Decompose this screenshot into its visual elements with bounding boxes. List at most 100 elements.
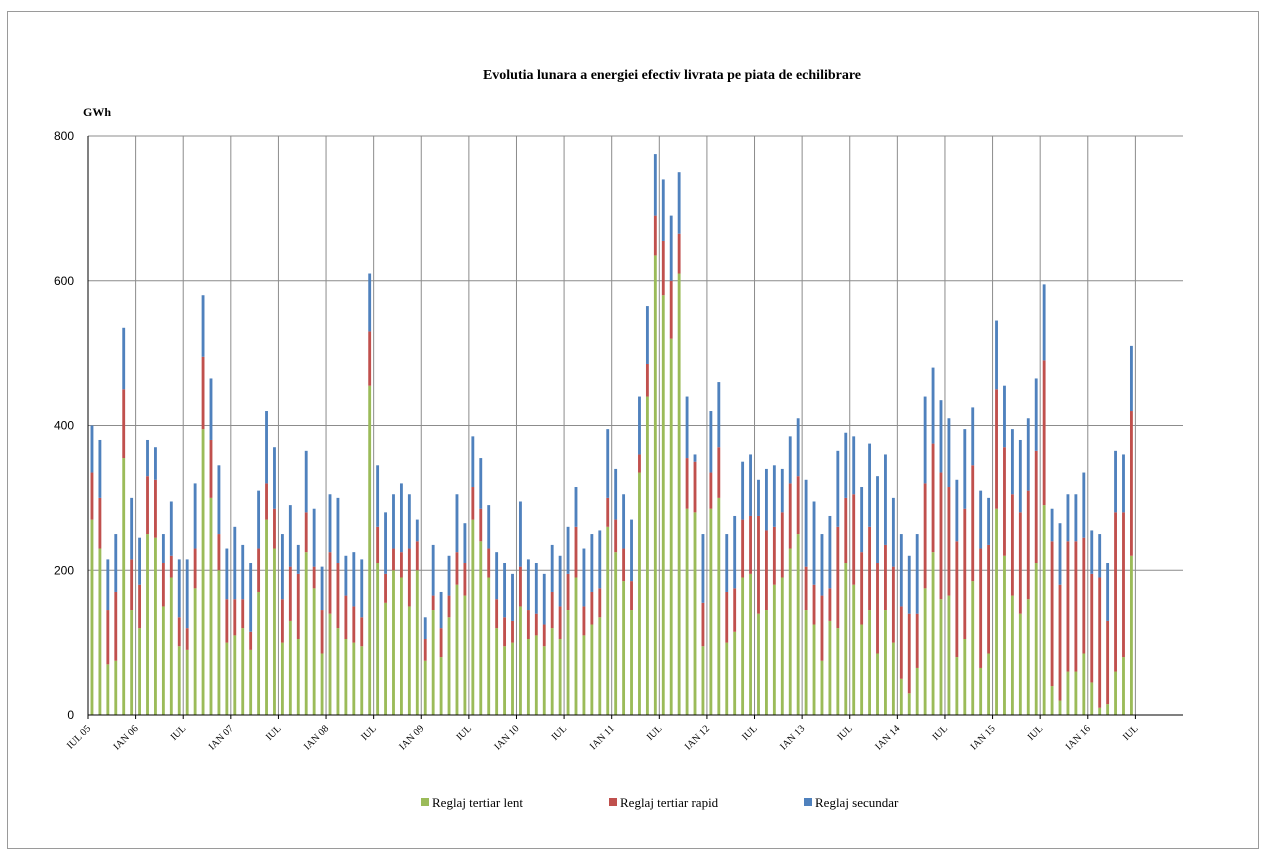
bar-segment-tertiar-rapid bbox=[526, 610, 530, 640]
bar-segment-tertiar-rapid bbox=[995, 389, 998, 509]
bar-segment-tertiar-lent bbox=[630, 610, 633, 715]
bar-segment-secundar bbox=[146, 439, 149, 477]
bar-segment-tertiar-lent bbox=[487, 577, 491, 715]
bar-segment-tertiar-rapid bbox=[360, 617, 364, 647]
bar-segment-secundar bbox=[1082, 472, 1086, 538]
x-tick-label: IAN 10 bbox=[492, 723, 521, 752]
bar-segment-tertiar-rapid bbox=[328, 552, 332, 614]
bar-segment-secundar bbox=[796, 418, 800, 477]
bar-segment-secundar bbox=[455, 494, 459, 553]
bar-segment-tertiar-rapid bbox=[431, 595, 435, 611]
bar-segment-tertiar-rapid bbox=[503, 617, 507, 647]
bar-segment-tertiar-lent bbox=[273, 548, 276, 715]
bar-segment-tertiar-rapid bbox=[598, 588, 602, 618]
bar-segment-tertiar-lent bbox=[431, 610, 435, 715]
bar-segment-tertiar-rapid bbox=[860, 552, 864, 625]
bar-segment-secundar bbox=[606, 429, 610, 498]
x-tick-label: IAN 06 bbox=[112, 723, 141, 752]
bar-segment-tertiar-rapid bbox=[876, 563, 879, 654]
x-tick-label: IAN 07 bbox=[207, 723, 236, 752]
bar-segment-tertiar-rapid bbox=[209, 439, 213, 498]
chart-frame bbox=[7, 11, 1259, 849]
bar-segment-secundar bbox=[169, 501, 173, 556]
x-tick-label: IAN 09 bbox=[397, 723, 426, 752]
x-tick-label: IAN 16 bbox=[1064, 723, 1093, 752]
bar-segment-tertiar-lent bbox=[891, 642, 895, 715]
bar-segment-tertiar-lent bbox=[788, 548, 792, 715]
bar-segment-tertiar-rapid bbox=[622, 548, 626, 582]
bar-segment-secundar bbox=[154, 447, 157, 480]
x-tick-label: IUL bbox=[454, 723, 474, 743]
bar-segment-tertiar-lent bbox=[185, 649, 189, 715]
y-tick-label: 800 bbox=[54, 129, 74, 143]
bar-segment-tertiar-lent bbox=[1042, 505, 1046, 715]
legend-swatch-tertiar-lent bbox=[421, 798, 429, 806]
bar-segment-secundar bbox=[407, 494, 411, 549]
bar-segment-tertiar-lent bbox=[122, 458, 126, 715]
x-tick-label: IUL bbox=[1121, 723, 1141, 743]
bar-segment-tertiar-lent bbox=[899, 678, 903, 715]
bar-segment-secundar bbox=[931, 367, 935, 444]
bar-segment-tertiar-rapid bbox=[804, 566, 808, 611]
bar-segment-tertiar-rapid bbox=[701, 602, 705, 647]
bar-segment-tertiar-lent bbox=[479, 541, 483, 715]
bar-segment-tertiar-rapid bbox=[423, 639, 427, 661]
bar-segment-secundar bbox=[1026, 418, 1030, 491]
bar-segment-tertiar-rapid bbox=[447, 595, 451, 618]
bar-segment-tertiar-lent bbox=[399, 577, 403, 715]
bar-segment-tertiar-rapid bbox=[1122, 512, 1125, 658]
bar-segment-secundar bbox=[209, 378, 213, 440]
bar-segment-tertiar-lent bbox=[590, 624, 594, 715]
bar-segment-tertiar-rapid bbox=[923, 483, 927, 589]
bar-segment-secundar bbox=[296, 544, 300, 574]
bar-segment-secundar bbox=[185, 559, 189, 629]
bar-segment-tertiar-lent bbox=[344, 639, 348, 715]
bar-segment-secundar bbox=[709, 411, 713, 473]
bar-segment-tertiar-lent bbox=[1058, 700, 1062, 715]
bar-segment-tertiar-lent bbox=[1034, 563, 1038, 715]
bar-segment-secundar bbox=[487, 505, 491, 549]
bar-segment-tertiar-rapid bbox=[542, 624, 546, 647]
bar-segment-tertiar-rapid bbox=[495, 599, 499, 629]
x-tick-label: IAN 11 bbox=[588, 723, 617, 752]
bar-segment-tertiar-lent bbox=[653, 255, 657, 715]
bar-segment-tertiar-rapid bbox=[487, 548, 491, 578]
bar-segment-tertiar-rapid bbox=[368, 331, 372, 386]
bar-segment-secundar bbox=[384, 512, 387, 574]
bar-segment-tertiar-rapid bbox=[987, 544, 991, 654]
bar-segment-tertiar-rapid bbox=[1026, 490, 1030, 600]
bar-segment-tertiar-lent bbox=[447, 617, 451, 715]
bar-segment-tertiar-rapid bbox=[907, 613, 911, 694]
bar-segment-tertiar-lent bbox=[757, 613, 760, 715]
bar-segment-tertiar-rapid bbox=[1034, 450, 1038, 564]
bar-segment-tertiar-lent bbox=[685, 508, 689, 715]
bar-segment-tertiar-lent bbox=[987, 653, 991, 715]
bar-segment-tertiar-rapid bbox=[169, 555, 173, 578]
bar-segment-tertiar-lent bbox=[884, 610, 887, 715]
bar-segment-tertiar-rapid bbox=[1106, 620, 1110, 705]
bar-segment-secundar bbox=[733, 515, 737, 589]
bar-segment-tertiar-rapid bbox=[1082, 537, 1086, 654]
bar-segment-tertiar-lent bbox=[534, 635, 538, 715]
legend-label-tertiar-lent: Reglaj tertiar lent bbox=[432, 795, 523, 810]
bar-segment-tertiar-rapid bbox=[749, 515, 752, 574]
bar-segment-tertiar-rapid bbox=[677, 233, 681, 274]
bar-segment-secundar bbox=[1018, 439, 1022, 513]
bar-segment-secundar bbox=[899, 534, 903, 607]
bar-segment-tertiar-lent bbox=[519, 606, 522, 715]
bar-segment-secundar bbox=[431, 544, 435, 596]
bar-segment-tertiar-rapid bbox=[336, 563, 340, 629]
bar-segment-tertiar-lent bbox=[154, 537, 157, 715]
bar-segment-tertiar-lent bbox=[582, 635, 586, 715]
bar-segment-secundar bbox=[336, 497, 340, 564]
bar-segment-tertiar-lent bbox=[98, 548, 102, 715]
bar-segment-tertiar-rapid bbox=[955, 541, 959, 658]
bar-segment-secundar bbox=[907, 555, 911, 614]
bar-segment-tertiar-lent bbox=[852, 584, 856, 715]
bar-segment-tertiar-rapid bbox=[868, 526, 872, 611]
bar-segment-secundar bbox=[217, 465, 221, 535]
bar-segment-tertiar-lent bbox=[106, 664, 110, 715]
bar-segment-secundar bbox=[685, 396, 689, 459]
bar-segment-tertiar-lent bbox=[161, 606, 165, 715]
bar-segment-tertiar-rapid bbox=[669, 280, 673, 339]
